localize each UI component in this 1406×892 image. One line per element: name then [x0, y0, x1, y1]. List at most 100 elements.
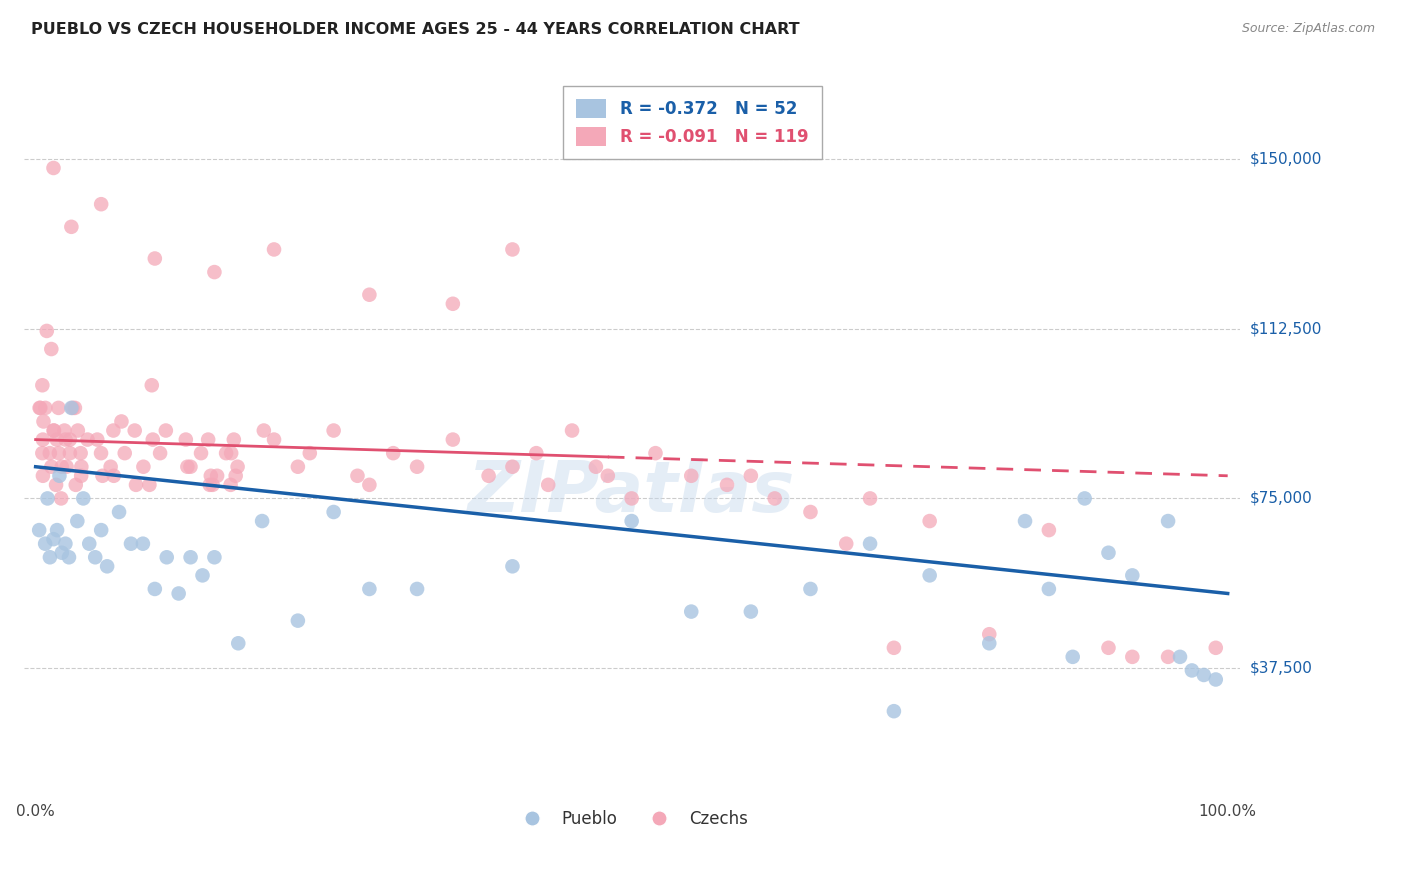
- Point: [918, 514, 941, 528]
- Point: [200, 468, 222, 483]
- Point: [205, 468, 228, 483]
- Point: [38, 446, 60, 460]
- Point: [59, 446, 82, 460]
- Point: [138, 478, 160, 492]
- Text: PUEBLO VS CZECH HOUSEHOLDER INCOME AGES 25 - 44 YEARS CORRELATION CHART: PUEBLO VS CZECH HOUSEHOLDER INCOME AGES …: [31, 22, 800, 37]
- Point: [1205, 673, 1227, 687]
- Point: [359, 582, 381, 596]
- Point: [37, 491, 59, 506]
- Point: [1157, 649, 1180, 664]
- Point: [346, 468, 368, 483]
- Point: [596, 468, 619, 483]
- Point: [585, 459, 607, 474]
- Point: [84, 550, 107, 565]
- Point: [620, 514, 643, 528]
- Point: [406, 459, 429, 474]
- Point: [28, 523, 51, 537]
- Point: [406, 582, 429, 596]
- Point: [263, 433, 285, 447]
- Point: [66, 424, 89, 438]
- Point: [108, 505, 131, 519]
- Point: [501, 243, 523, 257]
- Point: [39, 550, 62, 565]
- Legend: Pueblo, Czechs: Pueblo, Czechs: [509, 803, 755, 834]
- Point: [322, 505, 344, 519]
- Point: [1097, 546, 1119, 560]
- Text: ZIPatlas: ZIPatlas: [468, 458, 796, 527]
- Point: [77, 537, 100, 551]
- Point: [799, 505, 821, 519]
- Point: [537, 478, 560, 492]
- Point: [204, 550, 226, 565]
- Point: [763, 491, 786, 506]
- Point: [100, 459, 122, 474]
- Point: [30, 401, 52, 415]
- Point: [219, 478, 242, 492]
- Point: [1168, 649, 1191, 664]
- Point: [59, 433, 82, 447]
- Point: [859, 491, 882, 506]
- Point: [524, 446, 547, 460]
- Point: [1205, 640, 1227, 655]
- Point: [149, 446, 172, 460]
- Point: [31, 433, 53, 447]
- Point: [103, 468, 125, 483]
- Point: [1038, 582, 1060, 596]
- Point: [561, 424, 583, 438]
- Point: [45, 433, 67, 447]
- Point: [65, 478, 87, 492]
- Point: [1181, 664, 1204, 678]
- Point: [799, 582, 821, 596]
- Point: [51, 546, 73, 560]
- Point: [263, 243, 285, 257]
- Text: $112,500: $112,500: [1250, 321, 1322, 336]
- Point: [1014, 514, 1036, 528]
- Point: [197, 433, 219, 447]
- Point: [42, 424, 65, 438]
- Text: Source: ZipAtlas.com: Source: ZipAtlas.com: [1241, 22, 1375, 36]
- Point: [883, 704, 905, 718]
- Point: [34, 401, 56, 415]
- Point: [142, 433, 165, 447]
- Point: [215, 446, 238, 460]
- Point: [48, 468, 70, 483]
- Point: [90, 197, 112, 211]
- Point: [70, 468, 93, 483]
- Point: [55, 459, 77, 474]
- Point: [287, 614, 309, 628]
- Point: [143, 582, 166, 596]
- Point: [179, 459, 201, 474]
- Text: $75,000: $75,000: [1250, 491, 1312, 506]
- Point: [644, 446, 666, 460]
- Point: [66, 514, 89, 528]
- Point: [55, 537, 77, 551]
- Point: [501, 459, 523, 474]
- Point: [69, 446, 91, 460]
- Point: [201, 478, 224, 492]
- Point: [1062, 649, 1084, 664]
- Point: [42, 161, 65, 175]
- Point: [918, 568, 941, 582]
- Point: [41, 342, 63, 356]
- Point: [1073, 491, 1095, 506]
- Point: [76, 433, 98, 447]
- Point: [70, 459, 93, 474]
- Point: [49, 491, 72, 506]
- Point: [225, 468, 247, 483]
- Point: [176, 459, 198, 474]
- Point: [250, 514, 273, 528]
- Point: [620, 491, 643, 506]
- Point: [174, 433, 197, 447]
- Point: [191, 568, 214, 582]
- Text: $37,500: $37,500: [1250, 661, 1312, 675]
- Point: [46, 523, 69, 537]
- Point: [125, 478, 148, 492]
- Point: [120, 537, 142, 551]
- Point: [42, 424, 65, 438]
- Point: [90, 523, 112, 537]
- Point: [55, 433, 77, 447]
- Point: [91, 468, 114, 483]
- Point: [132, 459, 155, 474]
- Point: [979, 636, 1001, 650]
- Point: [143, 252, 166, 266]
